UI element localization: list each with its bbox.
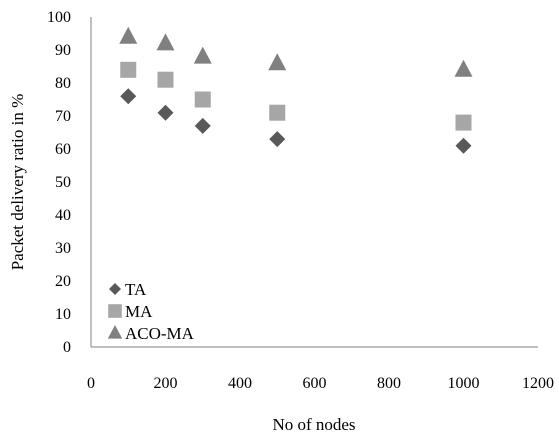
y-tick-label: 100 [47,9,71,26]
ta-data-point [455,137,472,154]
ma-data-point [194,91,211,108]
legend-label-aco-ma: ACO-MA [125,324,195,343]
x-tick-label: 1000 [448,375,480,392]
x-tick-label: 600 [303,375,327,392]
y-tick-label: 40 [55,207,71,224]
x-tick-label: 0 [87,375,95,392]
x-tick-label: 800 [377,375,401,392]
y-tick-label: 80 [55,75,71,92]
legend-label-ma: MA [125,302,153,321]
ta-data-point [157,104,174,121]
y-tick-label: 70 [55,108,71,125]
y-tick-label: 10 [55,306,71,323]
x-tick-label: 200 [154,375,178,392]
aco-ma-data-point [156,33,175,51]
y-axis-title: Packet delivery ratio in % [8,94,27,271]
aco-ma-data-point [119,26,138,44]
y-tick-label: 20 [55,273,71,290]
ma-data-point [157,71,174,88]
legend-marker-aco-ma [107,325,123,339]
data-points [119,26,473,154]
y-tick-label: 60 [55,141,71,158]
y-tick-label: 90 [55,42,71,59]
aco-ma-data-point [454,59,473,77]
ma-data-point [269,104,286,121]
legend-marker-ta [109,283,121,295]
legend: TA MA ACO-MA [107,280,195,343]
y-tick-label: 0 [63,339,71,356]
x-axis-title: No of nodes [272,415,355,434]
aco-ma-data-point [193,46,212,64]
x-tick-label: 400 [228,375,252,392]
axes [90,17,538,348]
ta-data-point [194,117,211,134]
legend-marker-ma [108,304,122,318]
aco-ma-data-point [268,53,287,71]
ta-data-point [120,88,137,105]
y-tick-label: 30 [55,240,71,257]
y-tick-label: 50 [55,174,71,191]
legend-label-ta: TA [125,280,147,299]
ma-data-point [120,61,137,78]
x-tick-label: 1200 [522,375,554,392]
ma-data-point [455,114,472,131]
ta-data-point [269,131,286,148]
